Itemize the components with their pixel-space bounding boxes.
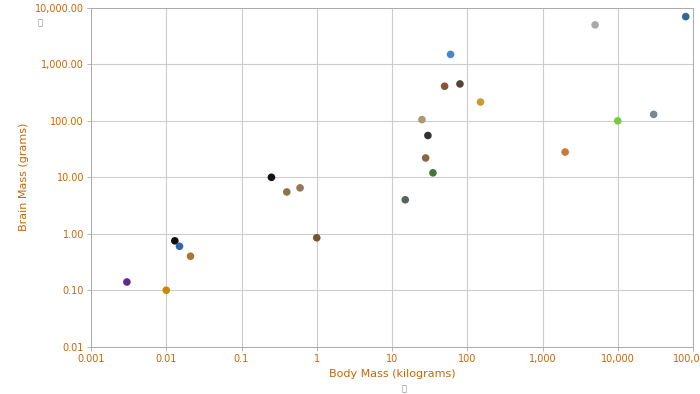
Point xyxy=(400,197,411,203)
Point xyxy=(295,185,306,191)
Point xyxy=(416,117,428,123)
Point xyxy=(559,149,570,155)
Point xyxy=(589,22,601,28)
Point xyxy=(680,13,692,20)
Point xyxy=(169,238,181,244)
X-axis label: Body Mass (kilograms): Body Mass (kilograms) xyxy=(329,369,455,379)
Point xyxy=(445,51,456,58)
Point xyxy=(475,99,486,105)
Point xyxy=(311,234,322,241)
Point xyxy=(185,253,196,259)
Point xyxy=(648,111,659,117)
Point xyxy=(174,243,185,249)
Point xyxy=(422,132,433,139)
Point xyxy=(160,287,172,294)
Y-axis label: Brain Mass (grams): Brain Mass (grams) xyxy=(20,123,29,232)
Point xyxy=(427,170,438,176)
Point xyxy=(121,279,132,285)
Text: Ⓛ: Ⓛ xyxy=(37,18,42,27)
Point xyxy=(281,189,293,195)
Point xyxy=(612,118,623,124)
Point xyxy=(420,155,431,161)
Text: Ⓛ: Ⓛ xyxy=(402,384,407,393)
Point xyxy=(439,83,450,89)
Point xyxy=(454,81,466,87)
Point xyxy=(266,174,277,180)
